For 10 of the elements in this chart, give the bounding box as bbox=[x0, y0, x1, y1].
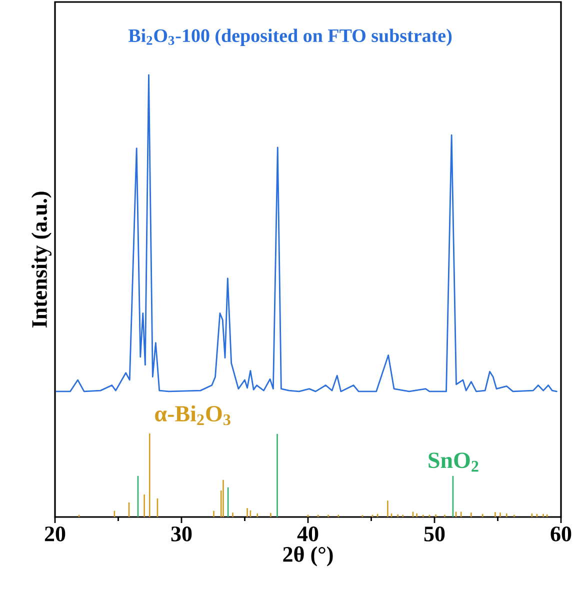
x-tick-label: 20 bbox=[44, 526, 66, 542]
x-tick-label: 60 bbox=[550, 526, 572, 542]
x-tick-label: 30 bbox=[171, 526, 192, 542]
y-axis-title: Intensity (a.u.) bbox=[31, 192, 52, 328]
x-tick-label: 50 bbox=[424, 526, 445, 542]
series-label: SnO$_{2}$ bbox=[428, 452, 478, 472]
x-tick-label: 40 bbox=[297, 526, 318, 542]
x-axis-title: 2θ (°) bbox=[283, 546, 333, 566]
series-label: α-Bi$_{2}$O$_{3}$ bbox=[155, 405, 230, 426]
series-label: Bi$_{2}$O$_{3}$-100 (deposited on FTO substrate) bbox=[128, 28, 452, 46]
